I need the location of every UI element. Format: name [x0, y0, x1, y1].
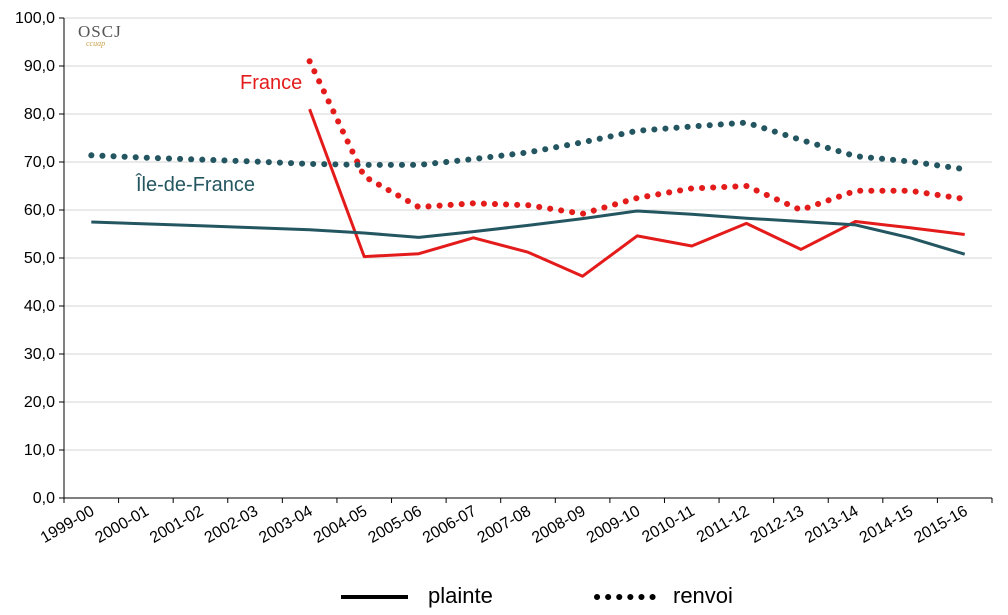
legend-label-renvoi: renvoi — [673, 583, 733, 608]
y-tick-label: 80,0 — [24, 106, 55, 123]
logo-subtext: ccuap — [86, 39, 105, 48]
logo-text: OSCJ — [78, 22, 122, 41]
series-line-0 — [308, 108, 965, 278]
y-tick-label: 30,0 — [24, 346, 55, 363]
y-tick-label: 0,0 — [33, 490, 55, 507]
gridlines — [63, 17, 992, 499]
y-tick-label: 10,0 — [24, 442, 55, 459]
y-tick-label: 20,0 — [24, 394, 55, 411]
y-tick-label: 40,0 — [24, 298, 55, 315]
legend-label-plainte: plainte — [428, 583, 493, 608]
logo: OSCJ ccuap — [78, 22, 122, 48]
y-tick-label: 90,0 — [24, 58, 55, 75]
y-tick-label: 100,0 — [15, 10, 55, 27]
y-tick-label: 50,0 — [24, 250, 55, 267]
series-line-2 — [91, 209, 966, 256]
y-tick-label: 60,0 — [24, 202, 55, 219]
series-label-ile-de-france: Île-de-France — [135, 173, 255, 196]
legend: plainte renvoi — [341, 583, 733, 608]
y-axis-ticks: 0,0 10,0 20,0 30,0 40,0 50,0 60,0 70,0 80,0 90,0 1… — [15, 10, 64, 507]
series-line-3 — [88, 119, 968, 173]
series-lines — [88, 58, 968, 278]
series-line-1 — [306, 58, 968, 217]
series-label-france: France — [240, 72, 302, 94]
y-tick-label: 70,0 — [24, 154, 55, 171]
